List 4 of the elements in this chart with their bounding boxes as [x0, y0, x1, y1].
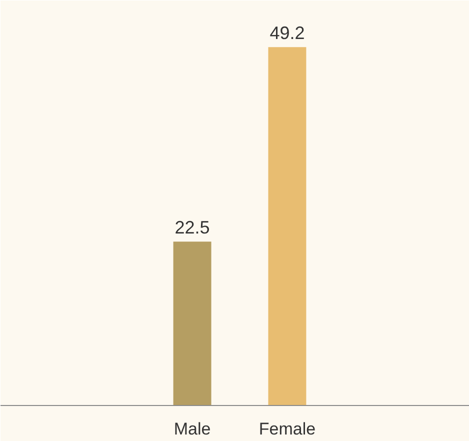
x-tick-label: Male	[174, 420, 211, 438]
data-label: 49.2	[270, 23, 305, 44]
x-tick-label: Female	[258, 420, 316, 438]
data-label: 22.5	[174, 218, 210, 238]
